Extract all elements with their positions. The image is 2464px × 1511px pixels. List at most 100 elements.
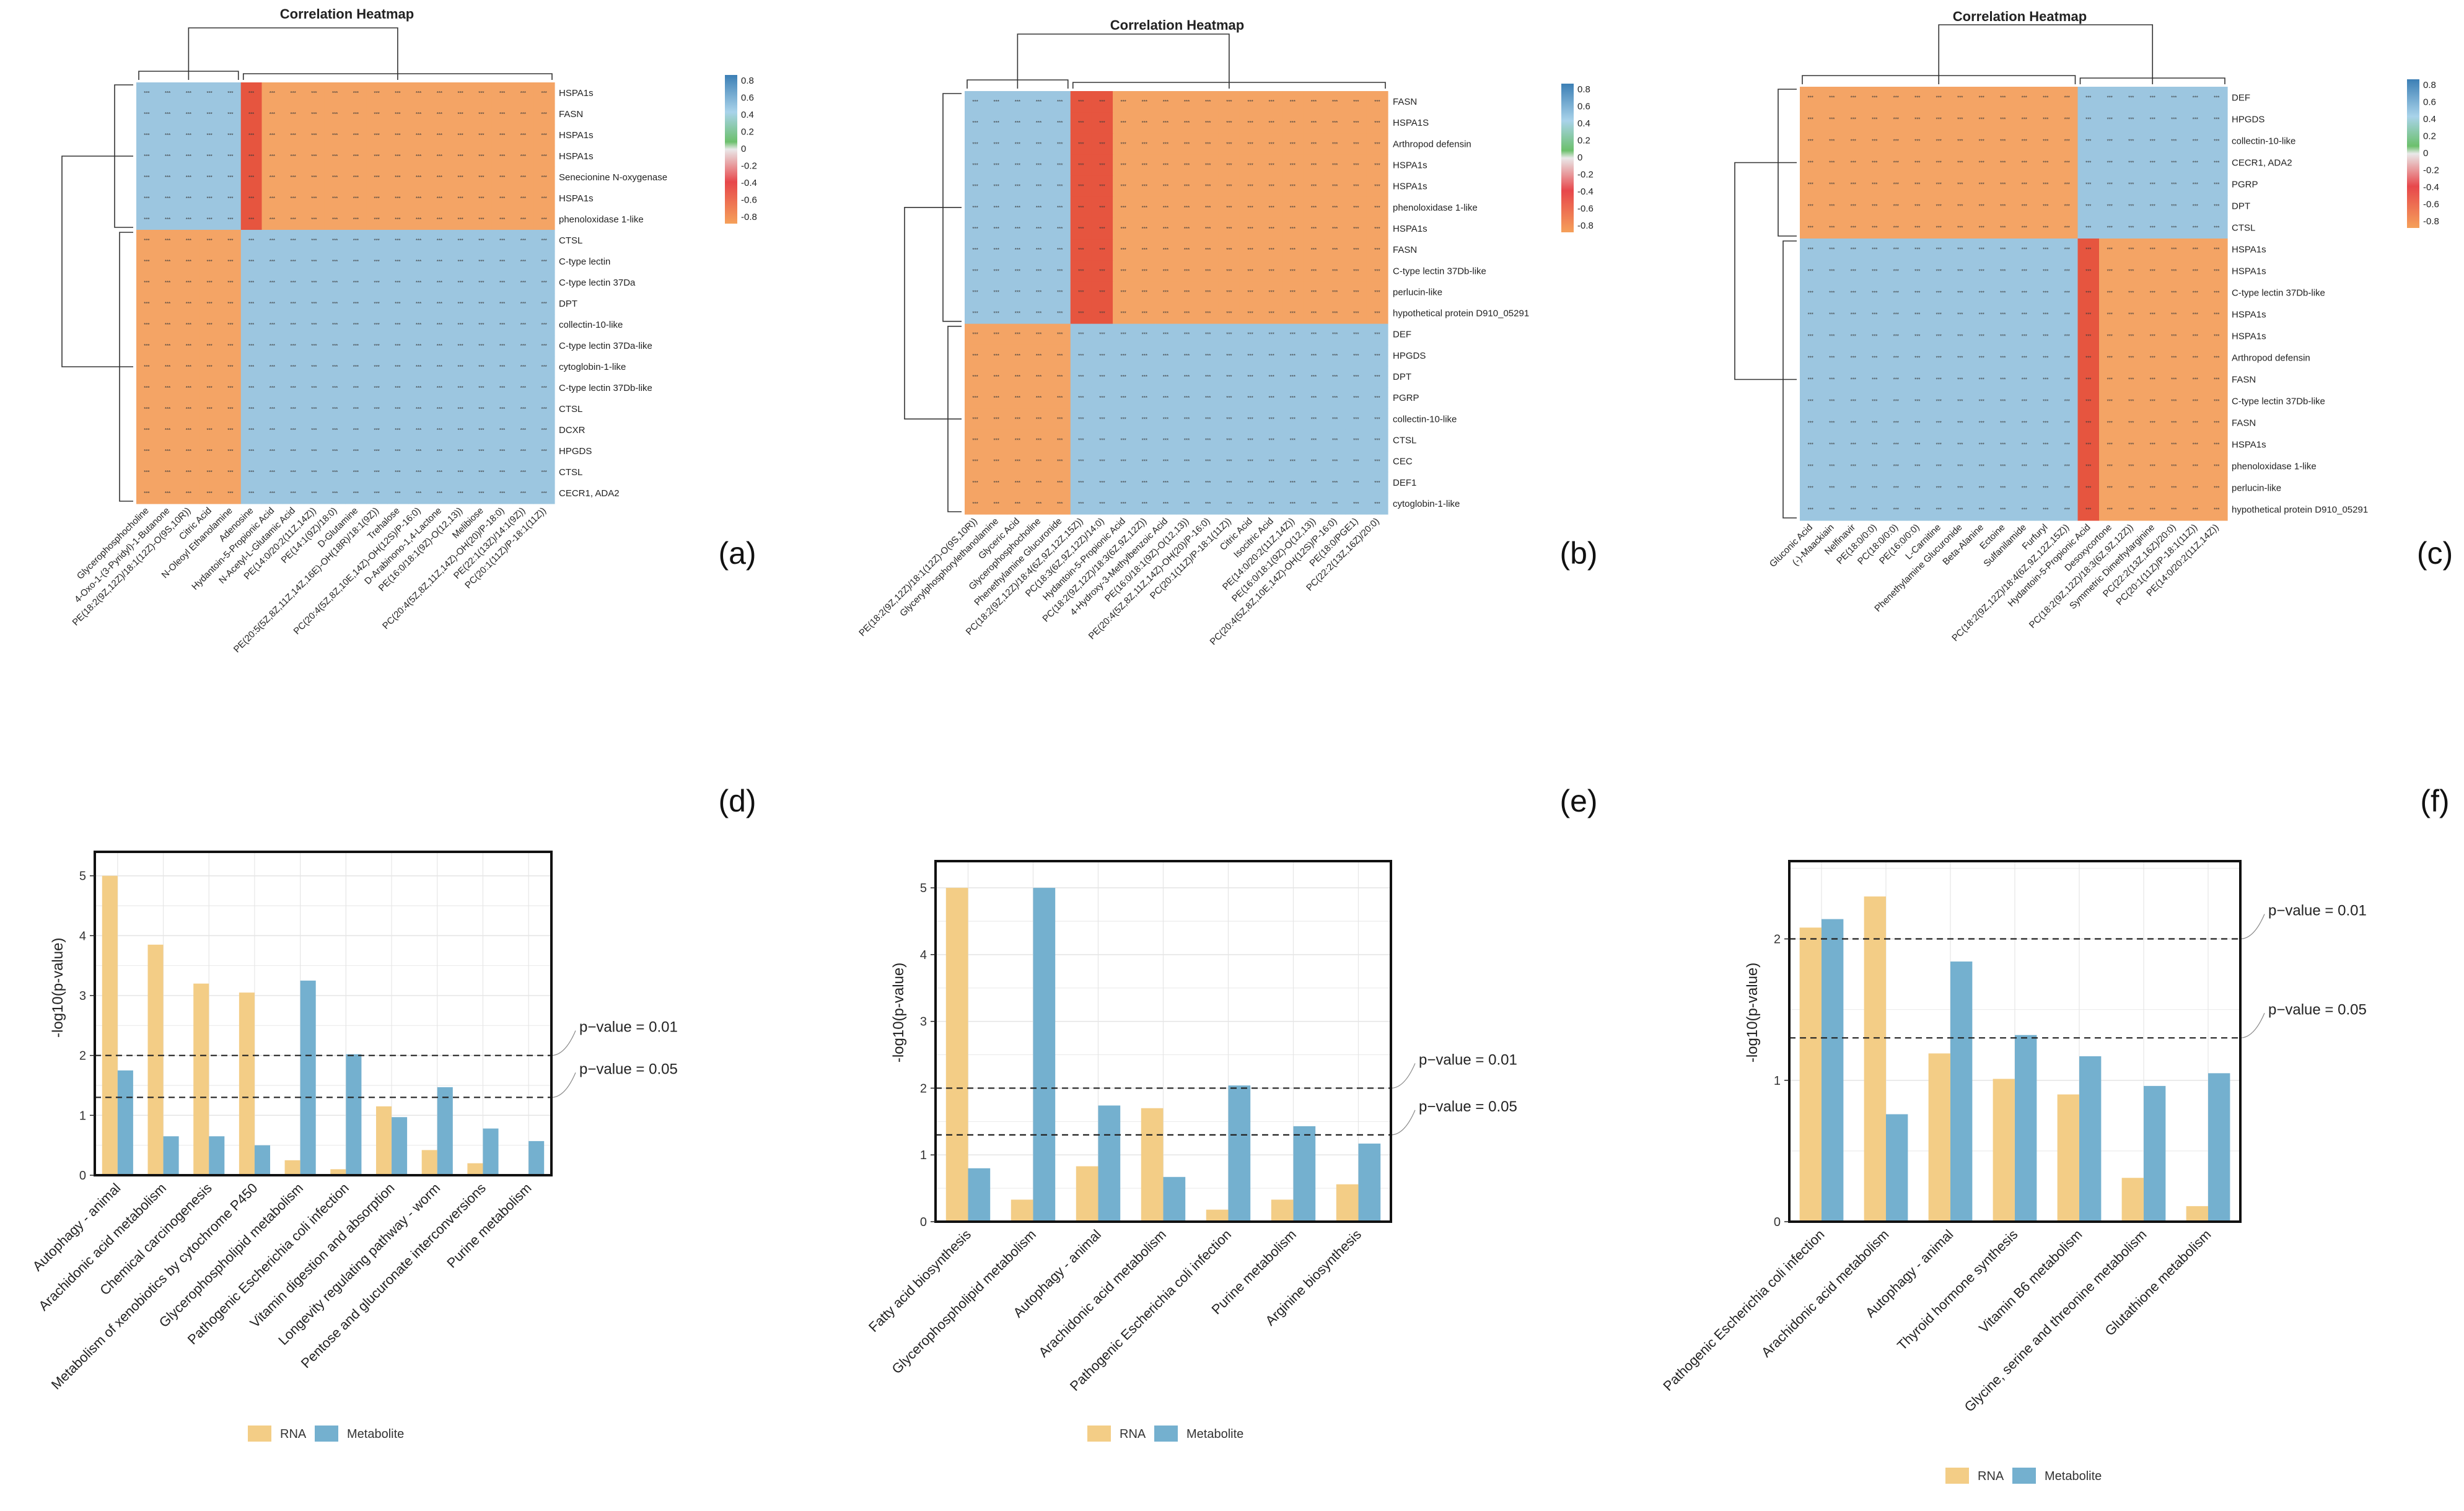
- heatmap-cell: [2206, 412, 2228, 434]
- heatmap-cell: [450, 230, 471, 252]
- heatmap-cell: [136, 230, 158, 252]
- cell-significance: ***: [1374, 226, 1380, 232]
- cell-significance: ***: [2171, 247, 2177, 253]
- heatmap-cell: [2014, 304, 2036, 326]
- cell-significance: ***: [2085, 442, 2091, 448]
- threshold-label: p−value = 0.05: [579, 1061, 678, 1077]
- heatmap-cell: [1345, 344, 1367, 367]
- heatmap-cell: [2099, 195, 2121, 217]
- cell-significance: ***: [1120, 120, 1126, 126]
- heatmap-cell: [366, 251, 388, 273]
- heatmap-cell: [136, 293, 158, 315]
- heatmap-cell: [2163, 325, 2185, 348]
- cell-significance: ***: [1247, 120, 1253, 126]
- cell-significance: ***: [165, 196, 170, 201]
- heatmap-cell: [965, 471, 986, 494]
- heatmap-cell: [345, 188, 367, 209]
- cell-significance: ***: [2043, 312, 2048, 318]
- heatmap-cell: [471, 167, 493, 188]
- cell-significance: ***: [1015, 374, 1020, 380]
- cell-significance: ***: [1936, 204, 1942, 209]
- row-label: Arthropod defensin: [1393, 139, 1471, 149]
- cell-significance: ***: [1851, 291, 1856, 296]
- cell-significance: ***: [2171, 442, 2177, 448]
- heatmap-cell: [491, 167, 514, 188]
- cell-significance: ***: [1374, 311, 1380, 317]
- cell-significance: ***: [994, 247, 999, 253]
- cell-significance: ***: [2214, 486, 2219, 491]
- heatmap-cell: [2206, 434, 2228, 456]
- cell-significance: ***: [520, 259, 526, 265]
- heatmap-cell: [157, 167, 179, 188]
- cell-significance: ***: [1374, 99, 1380, 105]
- cell-significance: ***: [1163, 141, 1168, 147]
- heatmap-cell: [1070, 175, 1092, 198]
- heatmap-cell: [366, 103, 388, 125]
- heatmap-cell: [986, 450, 1007, 473]
- heatmap-cell: [1949, 304, 1971, 326]
- cell-significance: ***: [541, 238, 546, 243]
- bar-metabolite: [2015, 1035, 2037, 1222]
- cell-significance: ***: [1957, 182, 1963, 188]
- cell-significance: ***: [1290, 163, 1296, 169]
- cell-significance: ***: [1078, 268, 1084, 274]
- bar-rna: [467, 1163, 483, 1175]
- y-tick-label: 5: [79, 870, 86, 883]
- cell-significance: ***: [1057, 205, 1063, 211]
- legend-swatch-metabolite: [315, 1426, 338, 1442]
- heatmap-cell: [387, 483, 409, 504]
- heatmap-cell: [1155, 133, 1177, 155]
- cell-significance: ***: [541, 112, 546, 117]
- cell-significance: ***: [1829, 377, 1835, 383]
- cell-significance: ***: [1914, 291, 1920, 296]
- cell-significance: ***: [2150, 160, 2155, 166]
- heatmap-cell: [2142, 455, 2164, 478]
- cell-significance: ***: [478, 427, 484, 433]
- cell-significance: ***: [972, 353, 978, 359]
- cell-significance: ***: [1036, 480, 1041, 486]
- bar-rna: [1076, 1166, 1098, 1222]
- heatmap-cell: [1366, 196, 1388, 219]
- heatmap-cell: [2206, 325, 2228, 348]
- cell-significance: ***: [248, 196, 254, 201]
- bar-rna: [193, 983, 209, 1175]
- cell-significance: ***: [1099, 332, 1105, 338]
- cell-significance: ***: [457, 427, 463, 433]
- cell-significance: ***: [332, 175, 338, 180]
- heatmap-cell: [178, 440, 199, 462]
- heatmap-cell: [1864, 455, 1886, 478]
- cell-significance: ***: [1979, 117, 1984, 123]
- heatmap-cell: [1928, 434, 1950, 456]
- cell-significance: ***: [2000, 139, 2006, 144]
- legend-label-rna: RNA: [1978, 1469, 2004, 1483]
- cell-significance: ***: [1099, 311, 1105, 317]
- bar-rna: [1336, 1184, 1359, 1222]
- heatmap-cell: [1028, 133, 1050, 155]
- heatmap-cell: [283, 335, 304, 357]
- heatmap-cell: [2163, 260, 2185, 282]
- heatmap-cell: [1906, 325, 1929, 348]
- heatmap-cell: [1197, 323, 1219, 346]
- cell-significance: ***: [1808, 117, 1813, 123]
- heatmap-cell: [2077, 369, 2100, 391]
- heatmap-cell: [986, 154, 1007, 177]
- heatmap-cell: [261, 82, 283, 104]
- cell-significance: ***: [206, 133, 212, 138]
- cell-significance: ***: [437, 449, 442, 454]
- heatmap-cell: [240, 314, 263, 336]
- heatmap-cell: [345, 167, 367, 188]
- heatmap-cell: [408, 440, 430, 462]
- cell-significance: ***: [270, 322, 275, 328]
- heatmap-cell: [512, 82, 534, 104]
- cell-significance: ***: [1374, 437, 1380, 443]
- cell-significance: ***: [499, 364, 505, 370]
- legend: RNA Metabolite: [1087, 1426, 1243, 1442]
- heatmap-cell: [2120, 304, 2142, 326]
- heatmap-cell: [2077, 173, 2100, 196]
- cell-significance: ***: [374, 301, 379, 307]
- heatmap-cell: [1155, 366, 1177, 388]
- heatmap-cell: [1049, 323, 1071, 346]
- heatmap-cell: [429, 293, 450, 315]
- cell-significance: ***: [1332, 437, 1338, 443]
- cell-significance: ***: [1247, 374, 1253, 380]
